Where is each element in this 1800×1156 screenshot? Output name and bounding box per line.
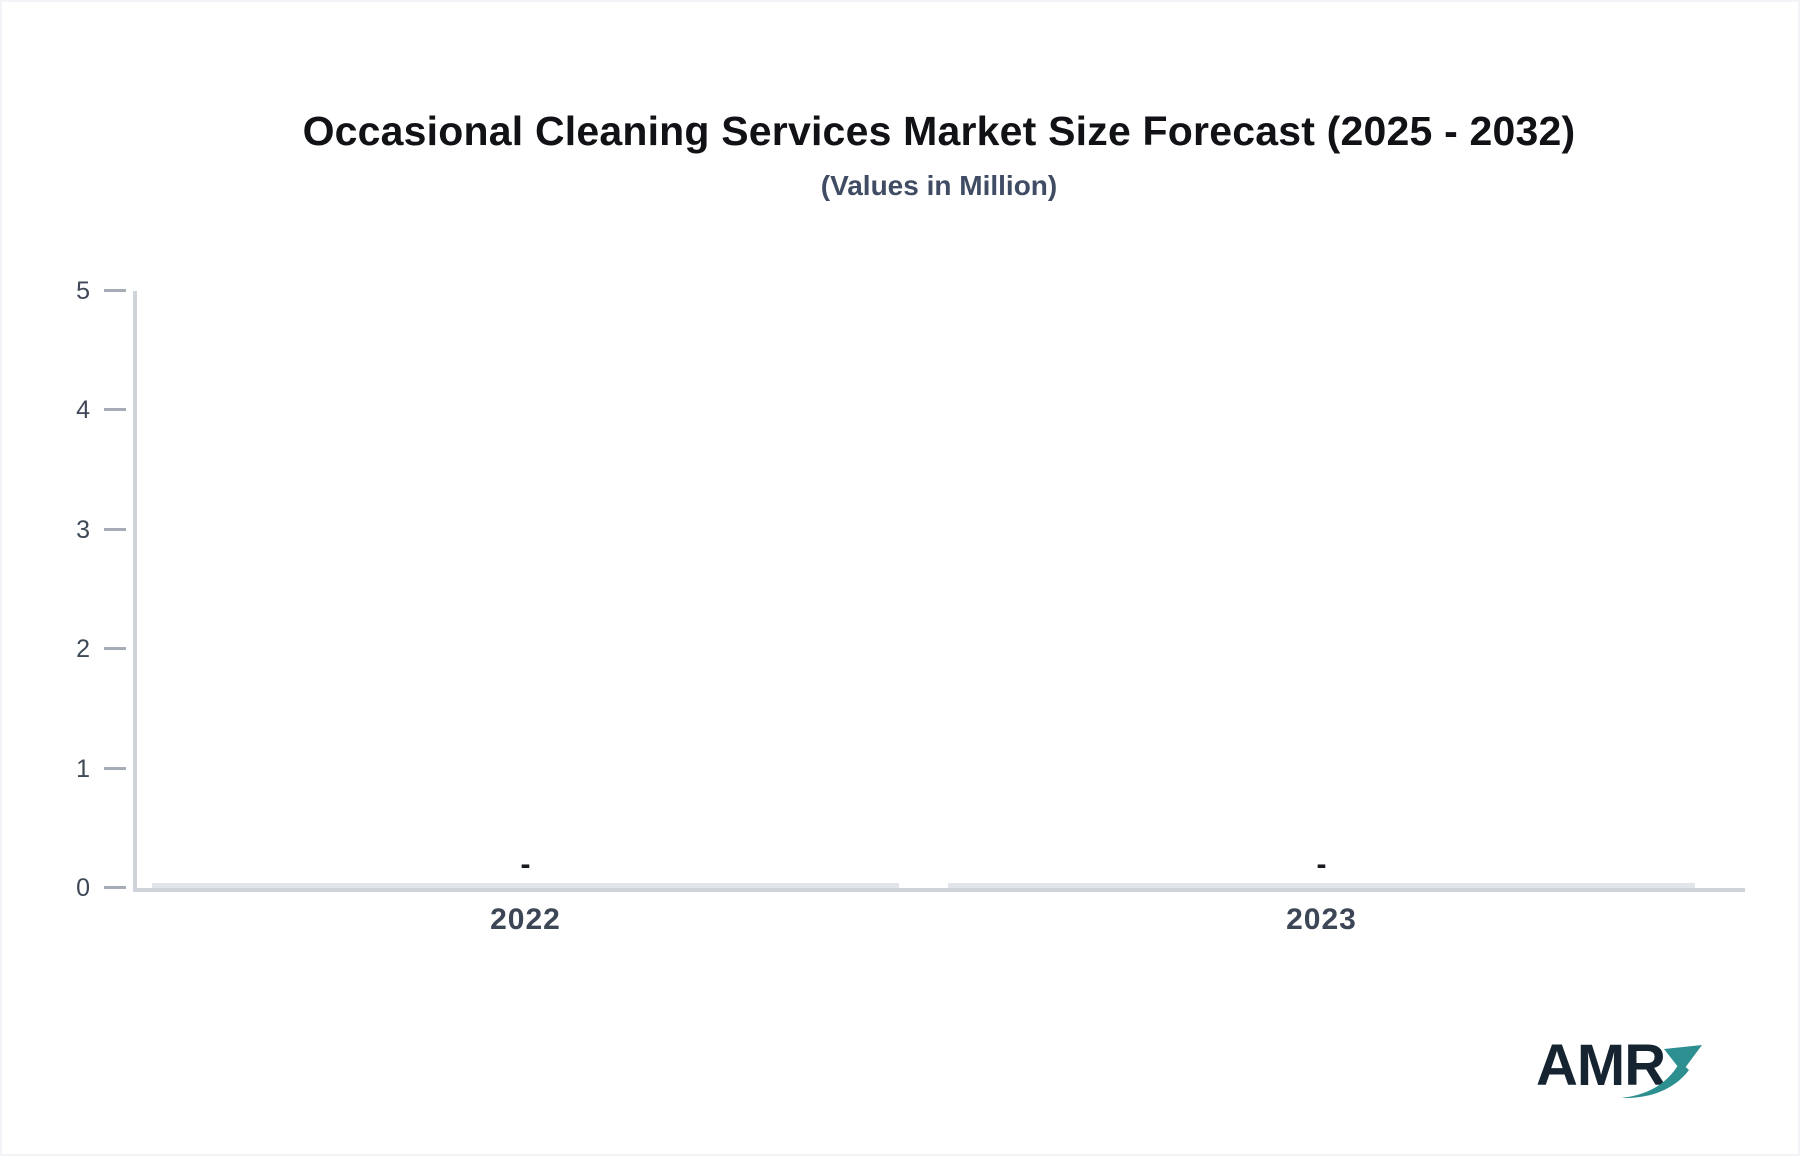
y-tick-mark xyxy=(104,289,126,292)
y-tick-mark xyxy=(104,647,126,651)
y-tick-mark xyxy=(104,886,126,889)
y-axis-line xyxy=(133,291,137,892)
growth-arrow-icon xyxy=(1621,1045,1702,1099)
bar-2023[interactable] xyxy=(948,883,1695,888)
y-tick-label: 2 xyxy=(76,635,90,664)
value-label: - xyxy=(1316,848,1327,881)
y-tick-label: 5 xyxy=(76,277,90,305)
amr-logo-text: AMR xyxy=(1536,1033,1666,1098)
x-tick-label: 2022 xyxy=(490,903,561,936)
chart-subtitle: (Values in Million) xyxy=(820,170,1058,201)
amr-logo: AMR xyxy=(1532,1032,1722,1112)
bar-2022[interactable] xyxy=(152,883,899,888)
value-label: - xyxy=(520,848,531,881)
x-axis-line xyxy=(133,888,1745,892)
y-tick-mark xyxy=(104,408,126,412)
y-tick-mark xyxy=(104,527,126,531)
y-tick-label: 0 xyxy=(76,874,90,902)
x-tick-label: 2023 xyxy=(1286,903,1357,936)
y-tick-mark xyxy=(104,766,126,770)
y-tick-label: 1 xyxy=(76,754,90,783)
chart-title: Occasional Cleaning Services Market Size… xyxy=(302,108,1576,154)
y-tick-label: 3 xyxy=(76,515,90,544)
y-tick-label: 4 xyxy=(76,396,90,425)
